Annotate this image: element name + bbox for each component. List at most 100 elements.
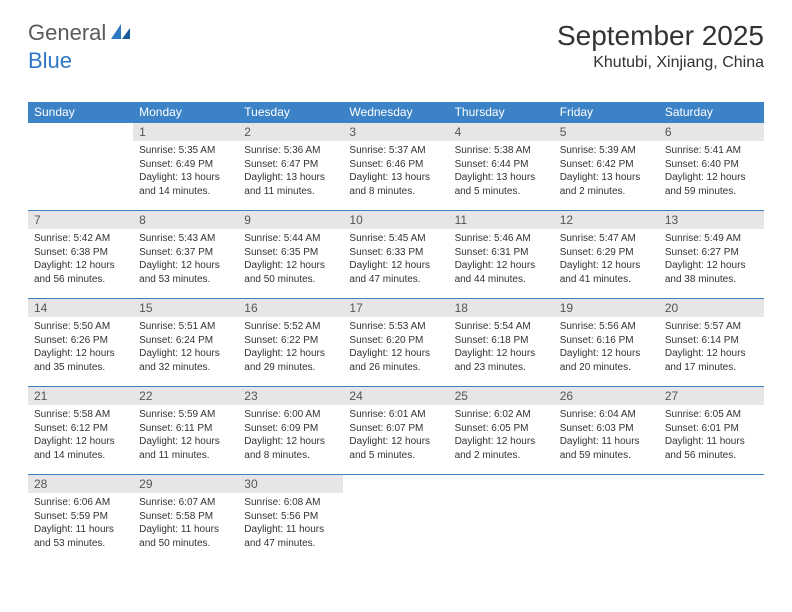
empty-day: [343, 475, 448, 493]
day-content: Sunrise: 5:45 AMSunset: 6:33 PMDaylight:…: [343, 229, 448, 289]
calendar-table: SundayMondayTuesdayWednesdayThursdayFrid…: [28, 102, 764, 563]
calendar-cell: 10Sunrise: 5:45 AMSunset: 6:33 PMDayligh…: [343, 211, 448, 299]
sunset-text: Sunset: 5:58 PM: [139, 510, 232, 524]
day-content: Sunrise: 5:35 AMSunset: 6:49 PMDaylight:…: [133, 141, 238, 201]
daylight-text: Daylight: 12 hours and 14 minutes.: [34, 435, 127, 462]
calendar-cell: 19Sunrise: 5:56 AMSunset: 6:16 PMDayligh…: [554, 299, 659, 387]
calendar-cell: 20 Sunrise: 5:57 AMSunset: 6:14 PMDayligh…: [659, 299, 764, 387]
sunset-text: Sunset: 6:14 PM: [665, 334, 758, 348]
calendar-cell: 5Sunrise: 5:39 AMSunset: 6:42 PMDaylight…: [554, 123, 659, 211]
sunrise-text: Sunrise: 5:41 AM: [665, 144, 758, 158]
daylight-text: Daylight: 13 hours and 2 minutes.: [560, 171, 653, 198]
calendar-cell: 14Sunrise: 5:50 AMSunset: 6:26 PMDayligh…: [28, 299, 133, 387]
sunrise-text: Sunrise: 5:58 AM: [34, 408, 127, 422]
calendar-cell: 11Sunrise: 5:46 AMSunset: 6:31 PMDayligh…: [449, 211, 554, 299]
day-number: 25: [449, 387, 554, 405]
month-title: September 2025: [557, 20, 764, 52]
day-content: Sunrise: 6:07 AMSunset: 5:58 PMDaylight:…: [133, 493, 238, 553]
sunrise-text: Sunrise: 5:53 AM: [349, 320, 442, 334]
calendar-cell: 24Sunrise: 6:01 AMSunset: 6:07 PMDayligh…: [343, 387, 448, 475]
day-number: 8: [133, 211, 238, 229]
day-number: 27: [659, 387, 764, 405]
day-number: 21: [28, 387, 133, 405]
sunset-text: Sunset: 6:40 PM: [665, 158, 758, 172]
calendar-cell: 8Sunrise: 5:43 AMSunset: 6:37 PMDaylight…: [133, 211, 238, 299]
day-content: Sunrise: 5:39 AMSunset: 6:42 PMDaylight:…: [554, 141, 659, 201]
sunrise-text: Sunrise: 5:39 AM: [560, 144, 653, 158]
day-content: Sunrise: 6:00 AMSunset: 6:09 PMDaylight:…: [238, 405, 343, 465]
daylight-text: Daylight: 12 hours and 53 minutes.: [139, 259, 232, 286]
sunrise-text: Sunrise: 6:05 AM: [665, 408, 758, 422]
calendar-cell: 2Sunrise: 5:36 AMSunset: 6:47 PMDaylight…: [238, 123, 343, 211]
calendar-cell: [343, 475, 448, 563]
sunset-text: Sunset: 6:44 PM: [455, 158, 548, 172]
sunset-text: Sunset: 6:03 PM: [560, 422, 653, 436]
sunset-text: Sunset: 6:11 PM: [139, 422, 232, 436]
sunrise-text: Sunrise: 6:08 AM: [244, 496, 337, 510]
logo-text-general: General: [28, 20, 106, 46]
calendar-cell: 30Sunrise: 6:08 AMSunset: 5:56 PMDayligh…: [238, 475, 343, 563]
sunrise-text: Sunrise: 5:49 AM: [665, 232, 758, 246]
logo-sail-icon: [110, 22, 132, 45]
sunrise-text: Sunrise: 5:51 AM: [139, 320, 232, 334]
daylight-text: Daylight: 12 hours and 38 minutes.: [665, 259, 758, 286]
calendar-cell: 3Sunrise: 5:37 AMSunset: 6:46 PMDaylight…: [343, 123, 448, 211]
sunset-text: Sunset: 6:07 PM: [349, 422, 442, 436]
day-number: 29: [133, 475, 238, 493]
day-number: 20: [659, 299, 764, 317]
sunrise-text: Sunrise: 5:43 AM: [139, 232, 232, 246]
day-content: Sunrise: 5:58 AMSunset: 6:12 PMDaylight:…: [28, 405, 133, 465]
calendar-week-row: 1Sunrise: 5:35 AMSunset: 6:49 PMDaylight…: [28, 123, 764, 211]
weekday-header: Wednesday: [343, 102, 448, 123]
day-content: Sunrise: 5:49 AMSunset: 6:27 PMDaylight:…: [659, 229, 764, 289]
sunrise-text: Sunrise: 5:57 AM: [665, 320, 758, 334]
calendar-cell: 12Sunrise: 5:47 AMSunset: 6:29 PMDayligh…: [554, 211, 659, 299]
sunrise-text: Sunrise: 5:46 AM: [455, 232, 548, 246]
day-content: Sunrise: 5:50 AMSunset: 6:26 PMDaylight:…: [28, 317, 133, 377]
day-content: Sunrise: 6:05 AMSunset: 6:01 PMDaylight:…: [659, 405, 764, 465]
day-content: Sunrise: 5:52 AMSunset: 6:22 PMDaylight:…: [238, 317, 343, 377]
sunset-text: Sunset: 6:09 PM: [244, 422, 337, 436]
day-content: Sunrise: 5:54 AMSunset: 6:18 PMDaylight:…: [449, 317, 554, 377]
sunset-text: Sunset: 6:20 PM: [349, 334, 442, 348]
sunrise-text: Sunrise: 5:35 AM: [139, 144, 232, 158]
sunset-text: Sunset: 6:18 PM: [455, 334, 548, 348]
sunrise-text: Sunrise: 6:04 AM: [560, 408, 653, 422]
daylight-text: Daylight: 12 hours and 47 minutes.: [349, 259, 442, 286]
day-number: 1: [133, 123, 238, 141]
sunset-text: Sunset: 6:26 PM: [34, 334, 127, 348]
day-number: 5: [554, 123, 659, 141]
daylight-text: Daylight: 12 hours and 17 minutes.: [665, 347, 758, 374]
day-number: 28: [28, 475, 133, 493]
day-number: 19: [554, 299, 659, 317]
daylight-text: Daylight: 12 hours and 44 minutes.: [455, 259, 548, 286]
day-number: 18: [449, 299, 554, 317]
calendar-cell: 9Sunrise: 5:44 AMSunset: 6:35 PMDaylight…: [238, 211, 343, 299]
day-content: Sunrise: 6:01 AMSunset: 6:07 PMDaylight:…: [343, 405, 448, 465]
daylight-text: Daylight: 11 hours and 47 minutes.: [244, 523, 337, 550]
sunset-text: Sunset: 6:46 PM: [349, 158, 442, 172]
day-number: 9: [238, 211, 343, 229]
calendar-cell: [659, 475, 764, 563]
day-content: Sunrise: 5:44 AMSunset: 6:35 PMDaylight:…: [238, 229, 343, 289]
day-number: 2: [238, 123, 343, 141]
calendar-cell: 4Sunrise: 5:38 AMSunset: 6:44 PMDaylight…: [449, 123, 554, 211]
daylight-text: Daylight: 12 hours and 2 minutes.: [455, 435, 548, 462]
day-content: Sunrise: 5:51 AMSunset: 6:24 PMDaylight:…: [133, 317, 238, 377]
daylight-text: Daylight: 12 hours and 56 minutes.: [34, 259, 127, 286]
sunrise-text: Sunrise: 5:45 AM: [349, 232, 442, 246]
day-number: 15: [133, 299, 238, 317]
daylight-text: Daylight: 12 hours and 5 minutes.: [349, 435, 442, 462]
weekday-header: Saturday: [659, 102, 764, 123]
daylight-text: Daylight: 13 hours and 5 minutes.: [455, 171, 548, 198]
calendar-cell: 6Sunrise: 5:41 AMSunset: 6:40 PMDaylight…: [659, 123, 764, 211]
calendar-cell: [28, 123, 133, 211]
daylight-text: Daylight: 12 hours and 41 minutes.: [560, 259, 653, 286]
sunrise-text: Sunrise: 5:56 AM: [560, 320, 653, 334]
sunrise-text: Sunrise: 5:44 AM: [244, 232, 337, 246]
day-number: 30: [238, 475, 343, 493]
daylight-text: Daylight: 11 hours and 59 minutes.: [560, 435, 653, 462]
sunrise-text: Sunrise: 5:47 AM: [560, 232, 653, 246]
day-number: 6: [659, 123, 764, 141]
day-number: 26: [554, 387, 659, 405]
